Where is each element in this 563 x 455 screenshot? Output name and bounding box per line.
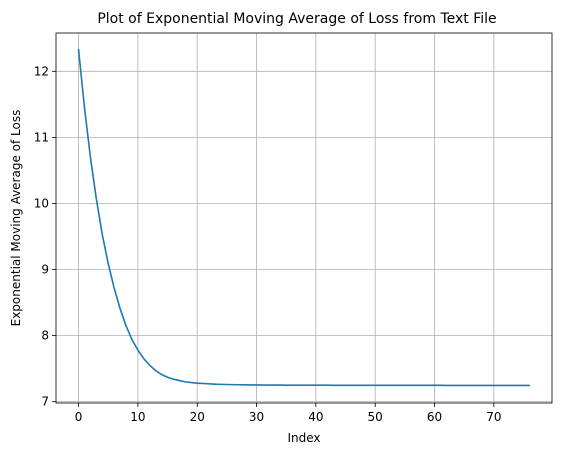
x-tick-label: 70 <box>486 410 501 424</box>
y-tick-label: 12 <box>34 64 49 78</box>
x-tick-label: 60 <box>427 410 442 424</box>
x-tick-label: 40 <box>308 410 323 424</box>
grid <box>56 33 552 403</box>
x-axis-label: Index <box>287 431 320 445</box>
y-tick-label: 11 <box>34 130 49 144</box>
y-tick-label: 9 <box>41 263 49 277</box>
series-layer <box>77 48 531 387</box>
y-tick-label: 10 <box>34 196 49 210</box>
x-tick-label: 30 <box>249 410 264 424</box>
x-tick-label: 20 <box>190 410 205 424</box>
y-axis: 7 8 9 10 11 12 <box>34 64 56 409</box>
chart-title: Plot of Exponential Moving Average of Lo… <box>97 11 496 27</box>
plot-frame <box>55 32 553 404</box>
x-tick-label: 50 <box>368 410 383 424</box>
x-tick-label: 10 <box>130 410 145 424</box>
series-line <box>77 48 531 387</box>
y-axis-label: Exponential Moving Average of Loss <box>9 110 23 327</box>
x-axis: 0 10 20 30 40 50 60 70 <box>75 403 501 424</box>
x-tick-label: 0 <box>75 410 83 424</box>
y-tick-label: 8 <box>41 329 49 343</box>
y-tick-label: 7 <box>41 395 49 409</box>
